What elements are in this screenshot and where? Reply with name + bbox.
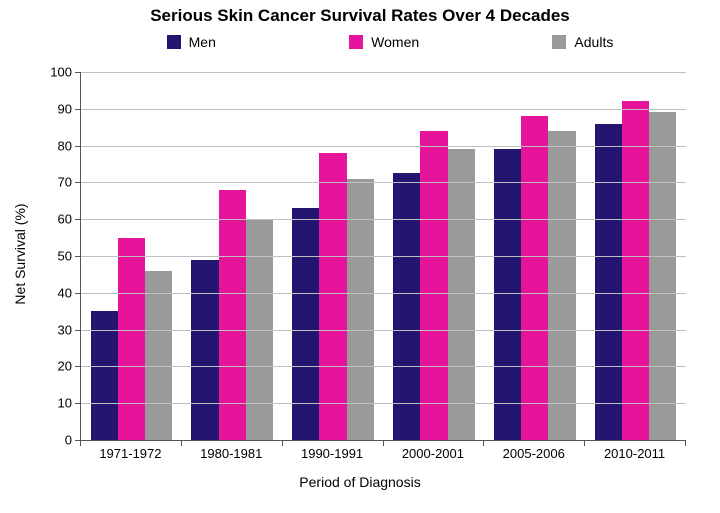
y-tick-mark	[75, 293, 81, 294]
grid-line	[81, 182, 686, 183]
bar-women	[622, 101, 649, 440]
bar-adults	[649, 112, 676, 440]
legend-swatch	[552, 35, 566, 49]
y-tick-label: 90	[0, 101, 72, 116]
survival-rate-bar-chart: Serious Skin Cancer Survival Rates Over …	[0, 0, 720, 513]
bar-women	[420, 131, 447, 440]
grid-line	[81, 219, 686, 220]
legend-item-men: Men	[167, 34, 216, 50]
x-tick-label: 2010-2011	[584, 446, 685, 461]
plot-area	[80, 72, 686, 441]
bar-adults	[347, 179, 374, 440]
y-tick-mark	[75, 366, 81, 367]
legend-item-adults: Adults	[552, 34, 613, 50]
grid-line	[81, 403, 686, 404]
y-tick-label: 0	[0, 433, 72, 448]
grid-line	[81, 146, 686, 147]
legend-label: Women	[371, 34, 419, 50]
y-tick-mark	[75, 109, 81, 110]
y-tick-label: 40	[0, 285, 72, 300]
y-tick-mark	[75, 146, 81, 147]
bar-men	[191, 260, 218, 440]
y-tick-mark	[75, 219, 81, 220]
y-tick-label: 80	[0, 138, 72, 153]
y-tick-label: 70	[0, 175, 72, 190]
legend-label: Adults	[574, 34, 613, 50]
chart-legend: Men Women Adults	[100, 34, 680, 50]
grid-line	[81, 72, 686, 73]
bar-women	[521, 116, 548, 440]
bar-adults	[448, 149, 475, 440]
bar-men	[494, 149, 521, 440]
bar-men	[595, 124, 622, 440]
x-tick-label: 2005-2006	[483, 446, 584, 461]
x-tick-label: 1980-1981	[181, 446, 282, 461]
y-tick-mark	[75, 330, 81, 331]
x-tick-label: 2000-2001	[383, 446, 484, 461]
y-tick-label: 20	[0, 359, 72, 374]
y-tick-mark	[75, 256, 81, 257]
y-tick-label: 60	[0, 212, 72, 227]
x-tick-mark	[685, 440, 686, 446]
y-tick-mark	[75, 403, 81, 404]
legend-item-women: Women	[349, 34, 419, 50]
x-tick-label: 1990-1991	[282, 446, 383, 461]
y-tick-mark	[75, 182, 81, 183]
chart-title: Serious Skin Cancer Survival Rates Over …	[0, 6, 720, 26]
y-tick-label: 10	[0, 396, 72, 411]
bar-men	[393, 173, 420, 440]
bar-women	[319, 153, 346, 440]
grid-line	[81, 293, 686, 294]
bar-women	[118, 238, 145, 440]
grid-line	[81, 366, 686, 367]
grid-line	[81, 109, 686, 110]
y-tick-label: 30	[0, 322, 72, 337]
bar-men	[292, 208, 319, 440]
legend-swatch	[167, 35, 181, 49]
y-tick-label: 50	[0, 249, 72, 264]
x-tick-label: 1971-1972	[80, 446, 181, 461]
legend-swatch	[349, 35, 363, 49]
y-tick-mark	[75, 72, 81, 73]
bar-adults	[145, 271, 172, 440]
bar-adults	[548, 131, 575, 440]
y-tick-label: 100	[0, 65, 72, 80]
grid-line	[81, 256, 686, 257]
grid-line	[81, 330, 686, 331]
legend-label: Men	[189, 34, 216, 50]
x-axis-title: Period of Diagnosis	[0, 474, 720, 490]
